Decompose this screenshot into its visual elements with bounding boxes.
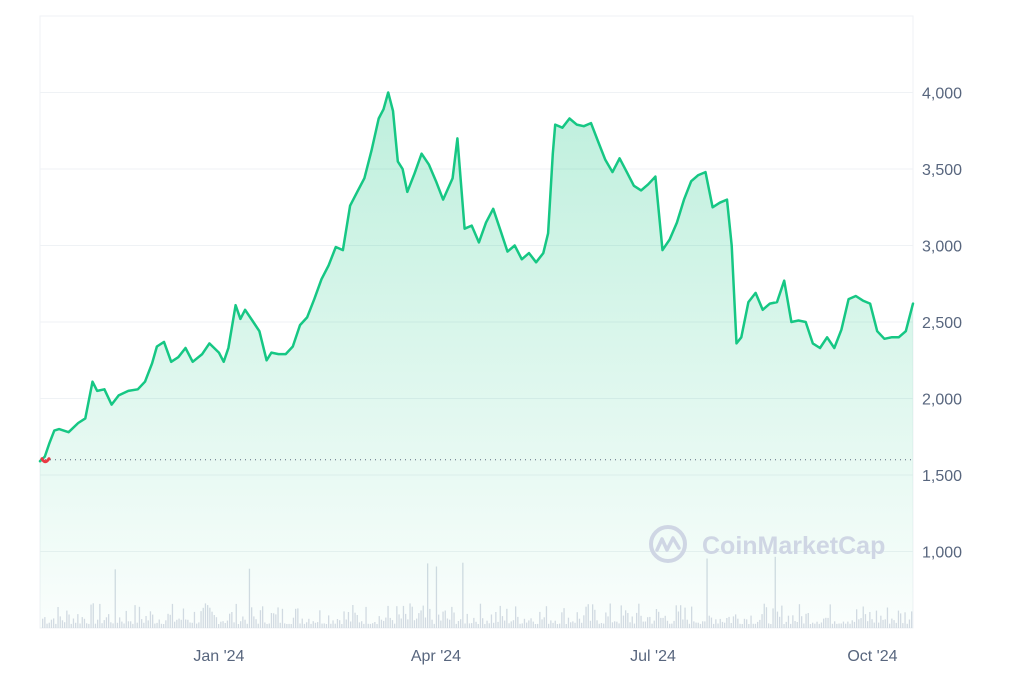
logo-wave — [655, 536, 681, 552]
y-tick-label: 2,000 — [922, 392, 962, 409]
price-area — [40, 92, 913, 628]
x-tick-label: Jul '24 — [630, 648, 676, 665]
y-tick-label: 3,000 — [922, 239, 962, 256]
y-tick-label: 2,500 — [922, 315, 962, 332]
x-axis-ticks: Jan '24 Apr '24 Jul '24 Oct '24 — [193, 648, 897, 665]
y-axis-ticks: 1,000 1,500 2,000 2,500 3,000 3,500 4,000 — [922, 86, 962, 562]
y-tick-label: 1,500 — [922, 468, 962, 485]
x-tick-label: Apr '24 — [411, 648, 461, 665]
price-line — [38, 91, 915, 463]
watermark-text: CoinMarketCap — [702, 532, 885, 560]
y-tick-label: 3,500 — [922, 162, 962, 179]
y-tick-label: 1,000 — [922, 545, 962, 562]
x-tick-label: Oct '24 — [847, 648, 897, 665]
coinmarketcap-logo-icon — [649, 525, 687, 563]
watermark: CoinMarketCap — [649, 525, 885, 563]
x-tick-label: Jan '24 — [193, 648, 244, 665]
below-start-segment — [40, 457, 51, 464]
y-tick-label: 4,000 — [922, 86, 962, 103]
